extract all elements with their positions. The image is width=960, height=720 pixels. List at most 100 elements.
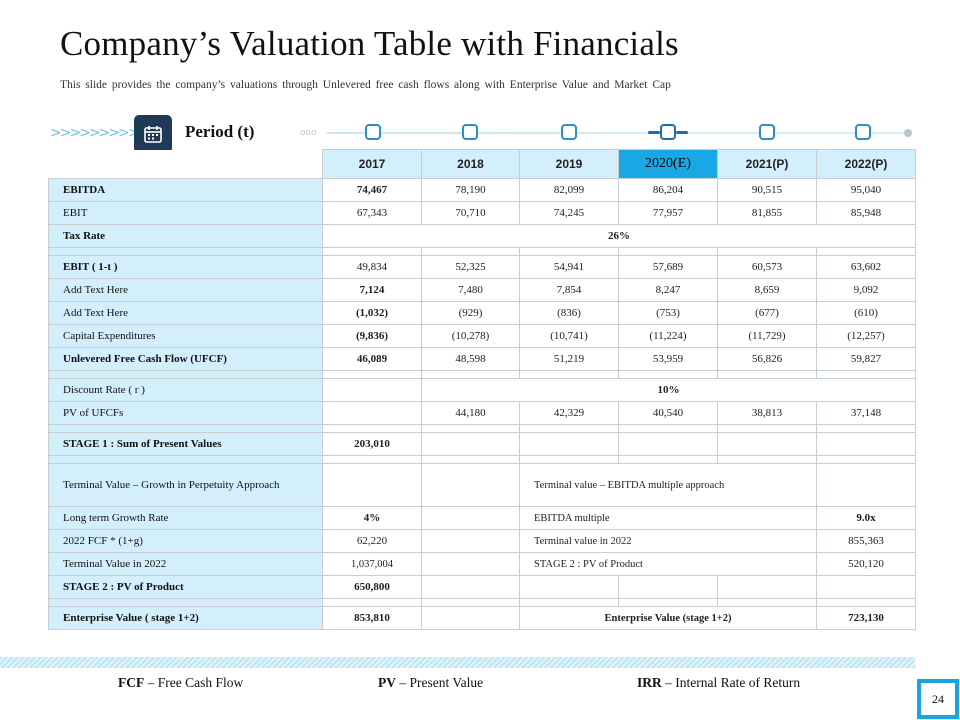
cell bbox=[322, 378, 422, 402]
cell: 74,245 bbox=[519, 201, 619, 225]
table-row-pv-ufcf: PV of UFCFs 44,180 42,329 40,540 38,813 … bbox=[48, 401, 916, 425]
cell: 60,573 bbox=[717, 255, 817, 279]
cell: 52,325 bbox=[421, 255, 520, 279]
legend-pv-text: – Present Value bbox=[399, 675, 484, 690]
cell: 82,099 bbox=[519, 178, 619, 202]
right-label: Terminal value in 2022 bbox=[519, 529, 817, 553]
header-2022p: 2022(P) bbox=[816, 149, 916, 179]
row-label: Capital Expenditures bbox=[48, 324, 323, 348]
cell bbox=[717, 575, 817, 599]
cell bbox=[421, 529, 520, 553]
timeline-node-2018 bbox=[462, 124, 478, 140]
cell: 81,855 bbox=[717, 201, 817, 225]
cell: 74,467 bbox=[322, 178, 422, 202]
cell: (677) bbox=[717, 301, 817, 325]
cell: 62,220 bbox=[322, 529, 422, 553]
cell bbox=[322, 401, 422, 425]
header-2021p: 2021(P) bbox=[717, 149, 817, 179]
cell: 4% bbox=[322, 506, 422, 530]
cell: 42,329 bbox=[519, 401, 619, 425]
row-label: Tax Rate bbox=[48, 224, 323, 248]
row-label: Discount Rate ( r ) bbox=[48, 378, 323, 402]
cell: 49,834 bbox=[322, 255, 422, 279]
cell: 77,957 bbox=[618, 201, 718, 225]
cell bbox=[421, 463, 520, 507]
cell: 53,959 bbox=[618, 347, 718, 371]
table-row-ebit: EBIT 67,343 70,710 74,245 77,957 81,855 … bbox=[48, 201, 916, 225]
table-row-ebitda: EBITDA 74,467 78,190 82,099 86,204 90,51… bbox=[48, 178, 916, 202]
legend-pv-abbr: PV bbox=[378, 675, 396, 690]
cell: 7,854 bbox=[519, 278, 619, 302]
cell bbox=[322, 463, 422, 507]
cell: (9,836) bbox=[322, 324, 422, 348]
row-label: Add Text Here bbox=[48, 301, 323, 325]
cell: 63,602 bbox=[816, 255, 916, 279]
cell: 723,130 bbox=[816, 606, 916, 630]
header-2020e-highlight: 2020(E) bbox=[618, 149, 718, 179]
discount-rate-value: 10% bbox=[421, 378, 916, 402]
cell: 59,827 bbox=[816, 347, 916, 371]
cell: 85,948 bbox=[816, 201, 916, 225]
cell: 95,040 bbox=[816, 178, 916, 202]
table-row-terminal-approach: Terminal Value – Growth in Perpetuity Ap… bbox=[48, 463, 916, 507]
row-label: Long term Growth Rate bbox=[48, 506, 323, 530]
table-header-row: 2017 2018 2019 2020(E) 2021(P) 2022(P) bbox=[48, 149, 916, 179]
legend-pv: PV – Present Value bbox=[378, 675, 483, 691]
page-title: Company’s Valuation Table with Financial… bbox=[60, 24, 679, 63]
right-label: STAGE 2 : PV of Product bbox=[519, 552, 817, 576]
cell bbox=[421, 606, 520, 630]
cell bbox=[816, 575, 916, 599]
calendar-icon bbox=[134, 115, 172, 153]
valuation-table: 2017 2018 2019 2020(E) 2021(P) 2022(P) E… bbox=[48, 149, 916, 630]
table-row-ebit-1t: EBIT ( 1-t ) 49,834 52,325 54,941 57,689… bbox=[48, 255, 916, 279]
cell: 7,124 bbox=[322, 278, 422, 302]
cell bbox=[618, 575, 718, 599]
timeline-node-2022 bbox=[855, 124, 871, 140]
row-label: EBIT bbox=[48, 201, 323, 225]
cell: 650,800 bbox=[322, 575, 422, 599]
timeline-node-2021 bbox=[759, 124, 775, 140]
cell: 46,089 bbox=[322, 347, 422, 371]
row-label: Enterprise Value ( stage 1+2) bbox=[48, 606, 323, 630]
table-row-ufcf: Unlevered Free Cash Flow (UFCF) 46,089 4… bbox=[48, 347, 916, 371]
cell: 8,247 bbox=[618, 278, 718, 302]
spacer-row bbox=[48, 247, 916, 256]
cell: 7,480 bbox=[421, 278, 520, 302]
cell: 9,092 bbox=[816, 278, 916, 302]
cell: (10,741) bbox=[519, 324, 619, 348]
cell bbox=[717, 432, 817, 456]
cell: 37,148 bbox=[816, 401, 916, 425]
period-timeline: ooo bbox=[300, 124, 915, 142]
legend-fcf-abbr: FCF bbox=[118, 675, 145, 690]
table-row-tax-rate: Tax Rate 26% bbox=[48, 224, 916, 248]
cell bbox=[421, 506, 520, 530]
page-subtitle: This slide provides the company’s valuat… bbox=[60, 79, 671, 91]
cell: 40,540 bbox=[618, 401, 718, 425]
table-row-stage2: STAGE 2 : PV of Product 650,800 bbox=[48, 575, 916, 599]
cell bbox=[816, 432, 916, 456]
timeline-node-2019 bbox=[561, 124, 577, 140]
cell: 1,037,004 bbox=[322, 552, 422, 576]
cell: (11,729) bbox=[717, 324, 817, 348]
cell bbox=[519, 432, 619, 456]
cell: 520,120 bbox=[816, 552, 916, 576]
cell bbox=[519, 575, 619, 599]
cell: 86,204 bbox=[618, 178, 718, 202]
cell bbox=[618, 432, 718, 456]
cell: (610) bbox=[816, 301, 916, 325]
row-label: STAGE 2 : PV of Product bbox=[48, 575, 323, 599]
page-number: 24 bbox=[920, 682, 956, 716]
cell: 51,219 bbox=[519, 347, 619, 371]
cell bbox=[421, 432, 520, 456]
decorative-stripe bbox=[0, 657, 915, 668]
legend-irr: IRR – Internal Rate of Return bbox=[637, 675, 800, 691]
header-2019: 2019 bbox=[519, 149, 619, 179]
cell: 853,810 bbox=[322, 606, 422, 630]
right-label: Enterprise Value (stage 1+2) bbox=[519, 606, 817, 630]
row-label: PV of UFCFs bbox=[48, 401, 323, 425]
tax-rate-value: 26% bbox=[322, 224, 916, 248]
timeline-line bbox=[327, 132, 907, 134]
cell: 90,515 bbox=[717, 178, 817, 202]
spacer-row bbox=[48, 424, 916, 433]
cell: 70,710 bbox=[421, 201, 520, 225]
